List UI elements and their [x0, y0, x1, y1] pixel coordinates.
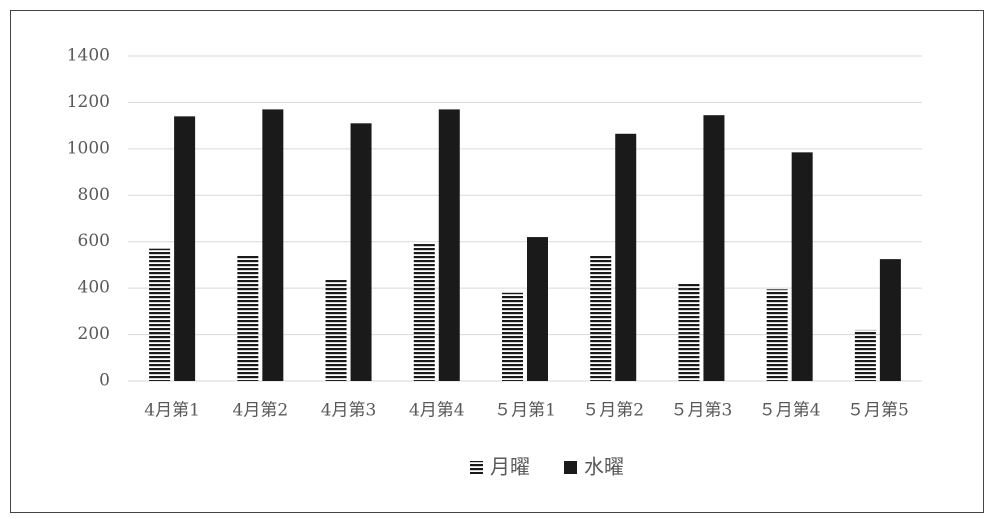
x-tick-label: ５月第1 — [494, 401, 556, 421]
bar — [703, 115, 725, 382]
bar — [174, 116, 196, 381]
legend-swatch — [564, 461, 577, 474]
x-tick-label: ５月第4 — [759, 401, 821, 421]
legend-swatch — [470, 461, 483, 474]
bar — [325, 280, 347, 381]
legend-label: 水曜 — [584, 455, 624, 479]
legend-label: 月曜 — [490, 455, 530, 479]
y-tick-label: 400 — [78, 278, 110, 298]
y-tick-label: 600 — [78, 231, 110, 251]
x-tick-label: 4月第2 — [233, 401, 289, 421]
bar — [413, 244, 435, 381]
bar — [766, 289, 788, 381]
bar — [590, 255, 612, 381]
x-tick-label: 4月第3 — [321, 401, 377, 421]
bar — [791, 152, 813, 381]
x-tick-label: ５月第5 — [847, 401, 909, 421]
x-tick-label: 4月第1 — [144, 401, 200, 421]
bar — [237, 255, 259, 381]
bar — [678, 283, 700, 381]
x-tick-label: 4月第4 — [409, 401, 465, 421]
y-tick-label: 1400 — [67, 46, 110, 66]
bar — [438, 109, 460, 382]
bar — [350, 123, 372, 382]
chart-frame — [10, 10, 984, 513]
x-tick-label: ５月第2 — [582, 401, 644, 421]
x-tick-label: ５月第3 — [671, 401, 733, 421]
bar — [149, 248, 171, 381]
y-tick-label: 200 — [78, 324, 110, 344]
y-tick-label: 1000 — [67, 138, 110, 158]
y-tick-label: 1200 — [67, 92, 110, 112]
y-tick-label: 0 — [99, 371, 110, 391]
bar — [262, 109, 284, 382]
bar — [615, 133, 637, 381]
y-tick-label: 800 — [78, 185, 110, 205]
bar — [879, 259, 901, 381]
bar — [527, 237, 548, 381]
bar — [854, 329, 876, 381]
bar — [502, 292, 523, 381]
